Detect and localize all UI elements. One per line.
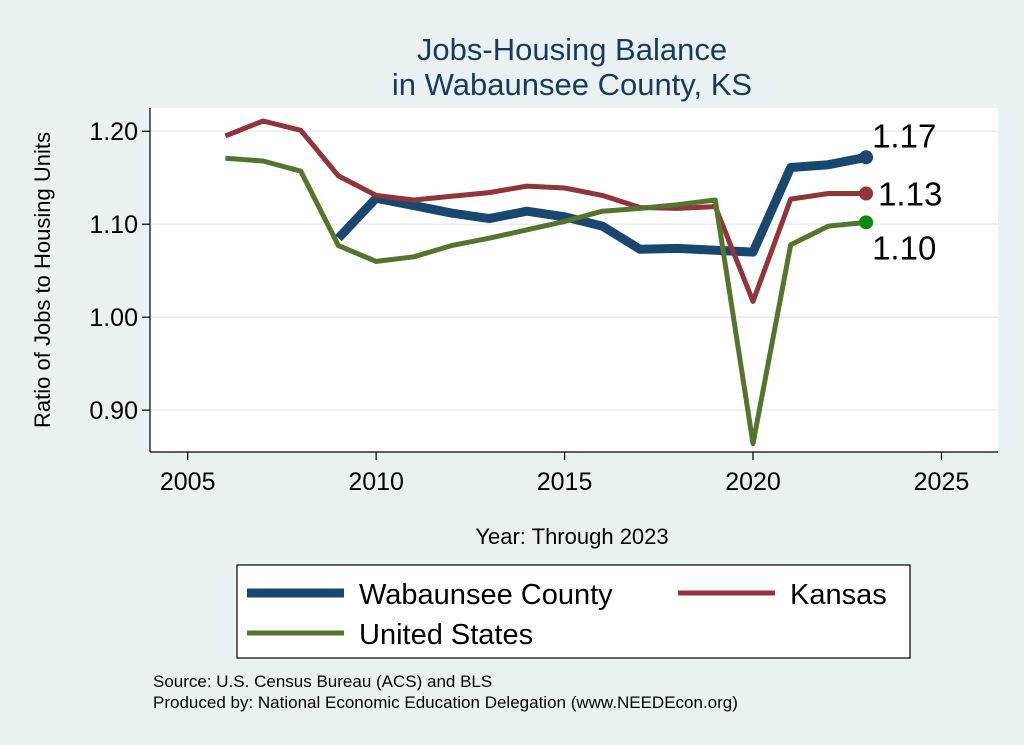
legend-label-wabaunsee: Wabaunsee County <box>359 579 613 611</box>
x-axis-ticks: 2005 2010 2015 2020 2025 <box>160 452 969 496</box>
series-line-united-states <box>225 155 867 447</box>
end-marker-united-states <box>859 215 874 230</box>
y-tick-label: 0.90 <box>89 397 138 425</box>
end-labels: 1.17 1.13 1.10 <box>859 117 942 266</box>
chart-title-line-1: Jobs-Housing Balance <box>417 32 727 67</box>
series-lines <box>224 118 867 447</box>
legend-label-united-states: United States <box>359 619 533 651</box>
x-tick-label: 2020 <box>725 468 781 496</box>
y-tick-label: 1.00 <box>89 304 138 332</box>
y-tick-label: 1.10 <box>89 211 138 239</box>
y-axis-title: Ratio of Jobs to Housing Units <box>30 132 55 428</box>
legend-label-kansas: Kansas <box>790 579 887 611</box>
end-marker-wabaunsee-county <box>859 150 874 165</box>
plot-area <box>150 108 998 452</box>
y-axis-ticks: 0.90 1.00 1.10 1.20 <box>89 118 150 425</box>
x-tick-label: 2015 <box>537 468 593 496</box>
legend: Wabaunsee County Kansas United States <box>236 564 911 659</box>
series-line-kansas <box>224 118 867 304</box>
x-axis-title: Year: Through 2023 <box>475 524 668 549</box>
x-tick-label: 2025 <box>914 468 970 496</box>
x-tick-label: 2010 <box>348 468 404 496</box>
end-label-wabaunsee-county: 1.17 <box>872 117 936 154</box>
end-marker-kansas <box>859 186 874 201</box>
series-line-wabaunsee-county <box>335 152 867 257</box>
x-tick-label: 2005 <box>160 468 216 496</box>
produced-by-note: Produced by: National Economic Education… <box>153 693 738 712</box>
end-label-united-states: 1.10 <box>872 229 936 266</box>
end-label-kansas: 1.13 <box>878 176 942 213</box>
axes <box>149 108 998 453</box>
chart-title-line-2: in Wabaunsee County, KS <box>392 67 752 102</box>
y-tick-label: 1.20 <box>89 118 138 146</box>
source-note: Source: U.S. Census Bureau (ACS) and BLS <box>153 672 492 691</box>
legend-box <box>236 564 911 659</box>
